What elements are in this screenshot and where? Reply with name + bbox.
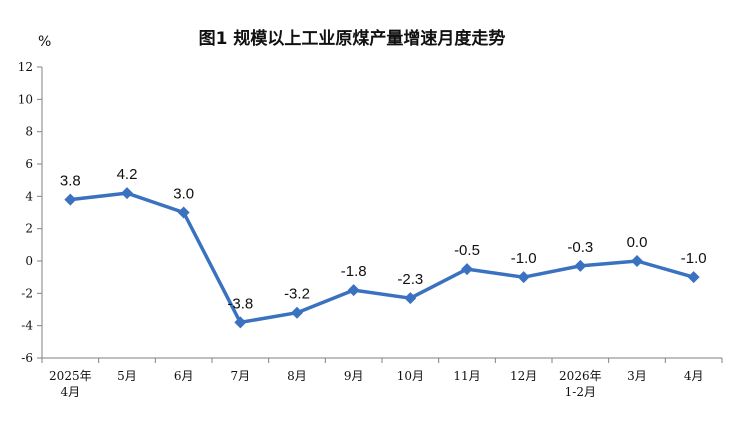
y-tick-label: -2	[21, 286, 33, 300]
x-tick-label: 10月	[397, 369, 424, 383]
data-labels: 3.8 4.2 3.0 -3.8 -3.2 -1.8 -2.3 -0.5 -1.0 -0.3 0.0…	[60, 166, 707, 312]
data-label: -0.5	[454, 242, 480, 259]
series-point	[404, 292, 417, 305]
series-point	[461, 263, 473, 276]
x-tick-label: 2025年 4月	[49, 369, 92, 399]
x-tick-label: 5月	[117, 369, 137, 383]
x-tick-label: 7月	[231, 369, 251, 383]
y-tick-label: 6	[25, 157, 33, 171]
x-tick-label: 9月	[344, 369, 364, 383]
x-tick-label: 11月	[453, 369, 480, 383]
series-point	[574, 259, 587, 272]
chart-title: 图1 规模以上工业原煤产量增速月度走势	[199, 28, 506, 49]
series-point	[291, 306, 303, 319]
series-point	[687, 271, 700, 284]
data-label: -3.8	[227, 295, 253, 312]
data-label: 0.0	[627, 234, 648, 251]
x-axis-ticks: 2025年 4月 5月 6月 7月 8月 9月 10月 11月 12月 2026年 1-2月 3月 4月	[41, 358, 723, 399]
y-tick-label: 0	[25, 254, 33, 268]
y-tick-label: -6	[21, 351, 33, 365]
series-point	[121, 187, 133, 200]
series-point	[517, 271, 530, 284]
y-tick-label: 2	[25, 222, 33, 236]
data-label: -2.3	[397, 271, 423, 288]
data-label: -0.3	[567, 239, 593, 256]
series-point	[64, 193, 77, 206]
data-label: 3.0	[173, 186, 194, 203]
y-tick-label: 10	[18, 92, 33, 106]
series-point	[631, 255, 643, 267]
y-axis-unit: %	[38, 34, 51, 50]
series-point	[234, 316, 247, 329]
series-line	[70, 191, 695, 325]
data-label: 4.2	[117, 166, 138, 183]
x-tick-label: 4月	[684, 369, 704, 383]
y-tick-label: -4	[21, 319, 33, 333]
data-label: -1.0	[681, 250, 707, 267]
data-label: -1.8	[341, 263, 367, 280]
data-label: 3.8	[60, 173, 81, 190]
y-tick-label: 12	[18, 60, 33, 74]
series-markers	[64, 187, 700, 329]
x-tick-label: 12月	[510, 369, 537, 383]
y-tick-label: 4	[25, 189, 33, 203]
x-tick-label: 2026年 1-2月	[559, 369, 602, 399]
x-tick-label: 6月	[174, 369, 194, 383]
series-point	[177, 206, 190, 219]
x-tick-label: 3月	[627, 369, 647, 383]
x-tick-label: 8月	[287, 369, 307, 383]
y-axis-ticks: 12 10 8 6 4 2 0 -2 -4 -6	[18, 60, 42, 365]
series-point	[347, 284, 360, 297]
y-tick-label: 8	[25, 125, 33, 139]
data-label: -1.0	[511, 250, 537, 267]
data-label: -3.2	[284, 286, 310, 303]
